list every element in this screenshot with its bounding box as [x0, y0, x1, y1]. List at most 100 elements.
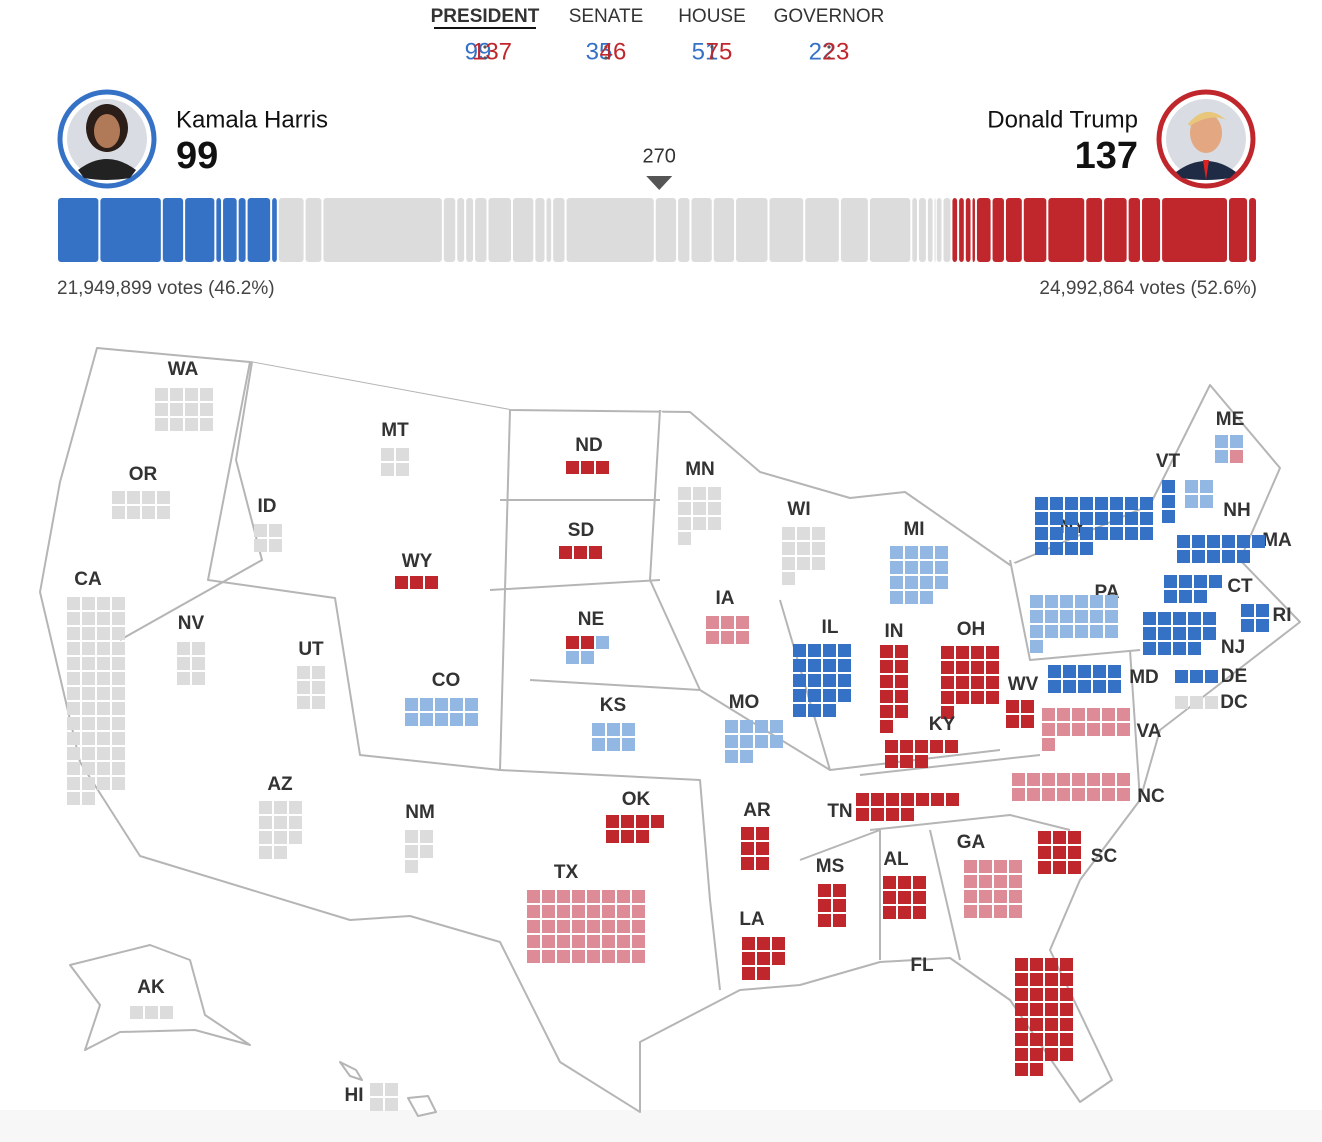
state-label[interactable]: DC: [1220, 692, 1248, 713]
ev-square: [1015, 1033, 1028, 1046]
ev-square: [1087, 723, 1100, 736]
state-label[interactable]: NC: [1137, 786, 1165, 807]
state-label[interactable]: WV: [1008, 674, 1039, 695]
state-label[interactable]: WI: [787, 499, 810, 520]
ev-square: [1035, 512, 1048, 525]
state-label[interactable]: IA: [716, 588, 735, 609]
state-label[interactable]: AK: [137, 977, 165, 998]
ev-square: [82, 627, 95, 640]
state-label[interactable]: OH: [957, 619, 986, 640]
ev-square: [200, 403, 213, 416]
state-label[interactable]: MA: [1262, 530, 1292, 551]
score-sep: [710, 56, 714, 60]
state-label[interactable]: WA: [168, 359, 199, 380]
ev-square: [82, 597, 95, 610]
tab-label[interactable]: PRESIDENT: [431, 6, 540, 27]
state-label[interactable]: KS: [600, 695, 626, 716]
ev-square: [312, 696, 325, 709]
state-label[interactable]: SD: [568, 520, 594, 541]
ev-square: [587, 920, 600, 933]
state-label[interactable]: NM: [405, 802, 435, 823]
state-label[interactable]: ID: [258, 496, 277, 517]
ev-square: [1080, 542, 1093, 555]
state-label[interactable]: DE: [1221, 666, 1247, 687]
ev-square: [1185, 495, 1198, 508]
state-label[interactable]: TN: [827, 801, 852, 822]
state-label[interactable]: MN: [685, 459, 715, 480]
ev-square: [289, 831, 302, 844]
state-label[interactable]: MI: [903, 519, 924, 540]
ev-square: [797, 542, 810, 555]
candidate-ev: 99: [176, 135, 218, 177]
state-label[interactable]: CT: [1227, 576, 1253, 597]
state-label[interactable]: WY: [402, 551, 433, 572]
state-label[interactable]: VT: [1156, 451, 1181, 472]
ev-square: [651, 815, 664, 828]
ev-square: [1048, 665, 1061, 678]
state-label[interactable]: NH: [1223, 500, 1250, 521]
state-label[interactable]: RI: [1273, 605, 1292, 626]
state-label[interactable]: FL: [910, 955, 934, 976]
ev-square: [297, 666, 310, 679]
state-label[interactable]: MD: [1129, 667, 1159, 688]
state-label[interactable]: OR: [129, 464, 158, 485]
tab-label[interactable]: GOVERNOR: [774, 6, 885, 27]
ev-square: [420, 845, 433, 858]
ev-square: [617, 935, 630, 948]
ev-square: [1060, 973, 1073, 986]
ev-square: [1060, 595, 1073, 608]
ev-square: [1065, 497, 1078, 510]
ev-square: [979, 875, 992, 888]
ev-square: [254, 524, 267, 537]
ev-square: [823, 659, 836, 672]
ev-square: [945, 740, 958, 753]
ev-square: [581, 461, 594, 474]
ev-square: [435, 698, 448, 711]
ev-square: [1060, 1033, 1073, 1046]
ev-square: [385, 1098, 398, 1111]
bar-segment: [223, 198, 237, 262]
state-label[interactable]: OK: [622, 789, 651, 810]
state-label[interactable]: LA: [739, 909, 765, 930]
ev-square: [97, 702, 110, 715]
ev-square: [905, 561, 918, 574]
ev-square: [112, 627, 125, 640]
state-label[interactable]: AR: [743, 800, 771, 821]
ev-square: [1188, 642, 1201, 655]
state-label[interactable]: NE: [578, 609, 604, 630]
state-label[interactable]: IN: [885, 621, 904, 642]
ev-square: [1072, 708, 1085, 721]
state-label[interactable]: IL: [822, 617, 839, 638]
ev-square: [915, 740, 928, 753]
state-label[interactable]: UT: [298, 639, 324, 660]
state-label[interactable]: NJ: [1221, 637, 1245, 658]
ev-square: [1140, 512, 1153, 525]
state-label[interactable]: ME: [1216, 409, 1245, 430]
ev-square: [1078, 680, 1091, 693]
bar-segment: [769, 198, 804, 262]
state-label[interactable]: KY: [929, 714, 956, 735]
state-label[interactable]: MO: [729, 692, 760, 713]
state-label[interactable]: CA: [74, 569, 102, 590]
state-label[interactable]: ND: [575, 435, 602, 456]
ev-square: [1060, 1018, 1073, 1031]
state-label[interactable]: TX: [554, 862, 579, 883]
state-label[interactable]: MS: [816, 856, 845, 877]
state-label[interactable]: VA: [1137, 721, 1162, 742]
tab-label[interactable]: SENATE: [569, 6, 644, 27]
state-label[interactable]: SC: [1091, 846, 1118, 867]
ev-square: [602, 950, 615, 963]
state-label[interactable]: GA: [957, 832, 986, 853]
state-label[interactable]: CO: [432, 670, 461, 691]
state-label[interactable]: HI: [345, 1085, 364, 1106]
state-label[interactable]: AL: [883, 849, 909, 870]
ev-square: [742, 967, 755, 980]
state-label[interactable]: NV: [178, 613, 205, 634]
ev-square: [572, 935, 585, 948]
ev-square: [112, 506, 125, 519]
ev-square: [259, 831, 272, 844]
state-label[interactable]: AZ: [267, 774, 293, 795]
ev-square: [782, 572, 795, 585]
tab-label[interactable]: HOUSE: [678, 6, 746, 27]
state-label[interactable]: MT: [381, 420, 409, 441]
